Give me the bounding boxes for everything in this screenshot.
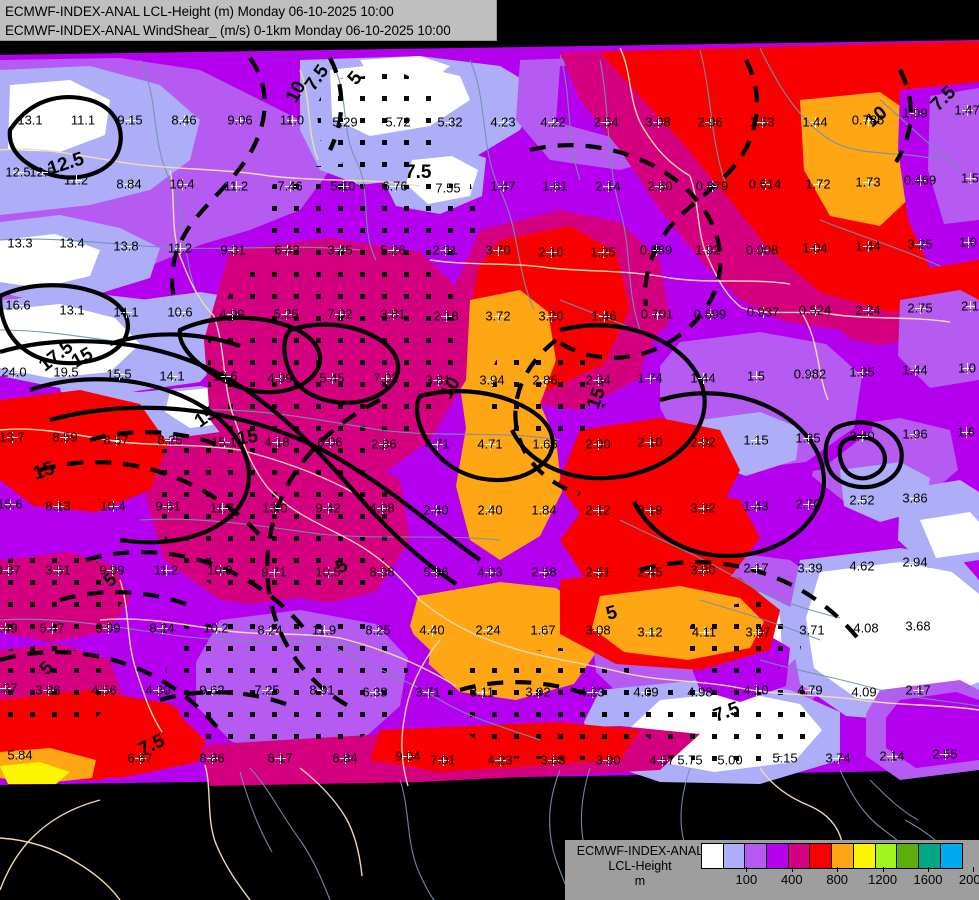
filled-contour-layer xyxy=(0,40,979,786)
legend-swatch-0 xyxy=(702,844,724,868)
windshear-solid-contours xyxy=(0,95,904,586)
legend-tick-2000 xyxy=(973,867,975,872)
header-line-lcl: ECMWF-INDEX-ANAL LCL-Height (m) Monday 0… xyxy=(5,4,394,19)
legend-tick-100 xyxy=(746,867,748,872)
color-legend[interactable]: ECMWF-INDEX-ANAL LCL-Height m 100 400 800 1… xyxy=(565,840,979,900)
legend-swatch-strip xyxy=(701,843,964,869)
header-line-windshear: ECMWF-INDEX-ANAL WindShear_ (m/s) 0-1km … xyxy=(5,23,451,38)
svg-text:7.5: 7.5 xyxy=(405,162,432,183)
legend-tick-label-800: 800 xyxy=(826,872,849,887)
legend-swatch-11 xyxy=(940,844,963,868)
legend-swatch-10 xyxy=(918,844,941,868)
legend-tick-1600 xyxy=(928,867,929,872)
legend-tick-1200 xyxy=(882,867,884,872)
legend-tick-label-1200: 1200 xyxy=(868,872,898,887)
legend-title-model: ECMWF-INDEX-ANAL xyxy=(576,844,704,858)
legend-tick-label-400: 400 xyxy=(780,872,803,887)
header-title-box: ECMWF-INDEX-ANAL LCL-Height (m) Monday 0… xyxy=(0,0,497,41)
legend-tick-label-2000: 2000 xyxy=(958,872,979,887)
legend-tick-label-100: 100 xyxy=(735,872,758,887)
legend-swatch-5 xyxy=(810,844,833,868)
legend-swatch-7 xyxy=(853,844,876,868)
legend-title-field: LCL-Height xyxy=(608,859,672,873)
svg-text:15: 15 xyxy=(235,425,260,449)
windshear-dashed-contours xyxy=(0,56,913,738)
legend-swatch-4 xyxy=(788,844,811,868)
legend-swatch-8 xyxy=(875,844,898,868)
legend-title-units: m xyxy=(634,874,646,888)
legend-title: ECMWF-INDEX-ANAL LCL-Height m xyxy=(570,844,710,889)
legend-swatch-2 xyxy=(745,844,768,868)
legend-tick-strip: 100 400 800 1200 1600 2000 xyxy=(701,867,979,897)
legend-swatch-3 xyxy=(767,844,789,868)
legend-tick-label-1600: 1600 xyxy=(913,872,943,887)
legend-swatch-1 xyxy=(723,844,746,868)
legend-tick-800 xyxy=(837,867,839,872)
border-layer xyxy=(0,47,979,900)
legend-tick-400 xyxy=(791,867,793,872)
legend-swatch-9 xyxy=(897,844,919,868)
legend-swatch-6 xyxy=(832,844,854,868)
